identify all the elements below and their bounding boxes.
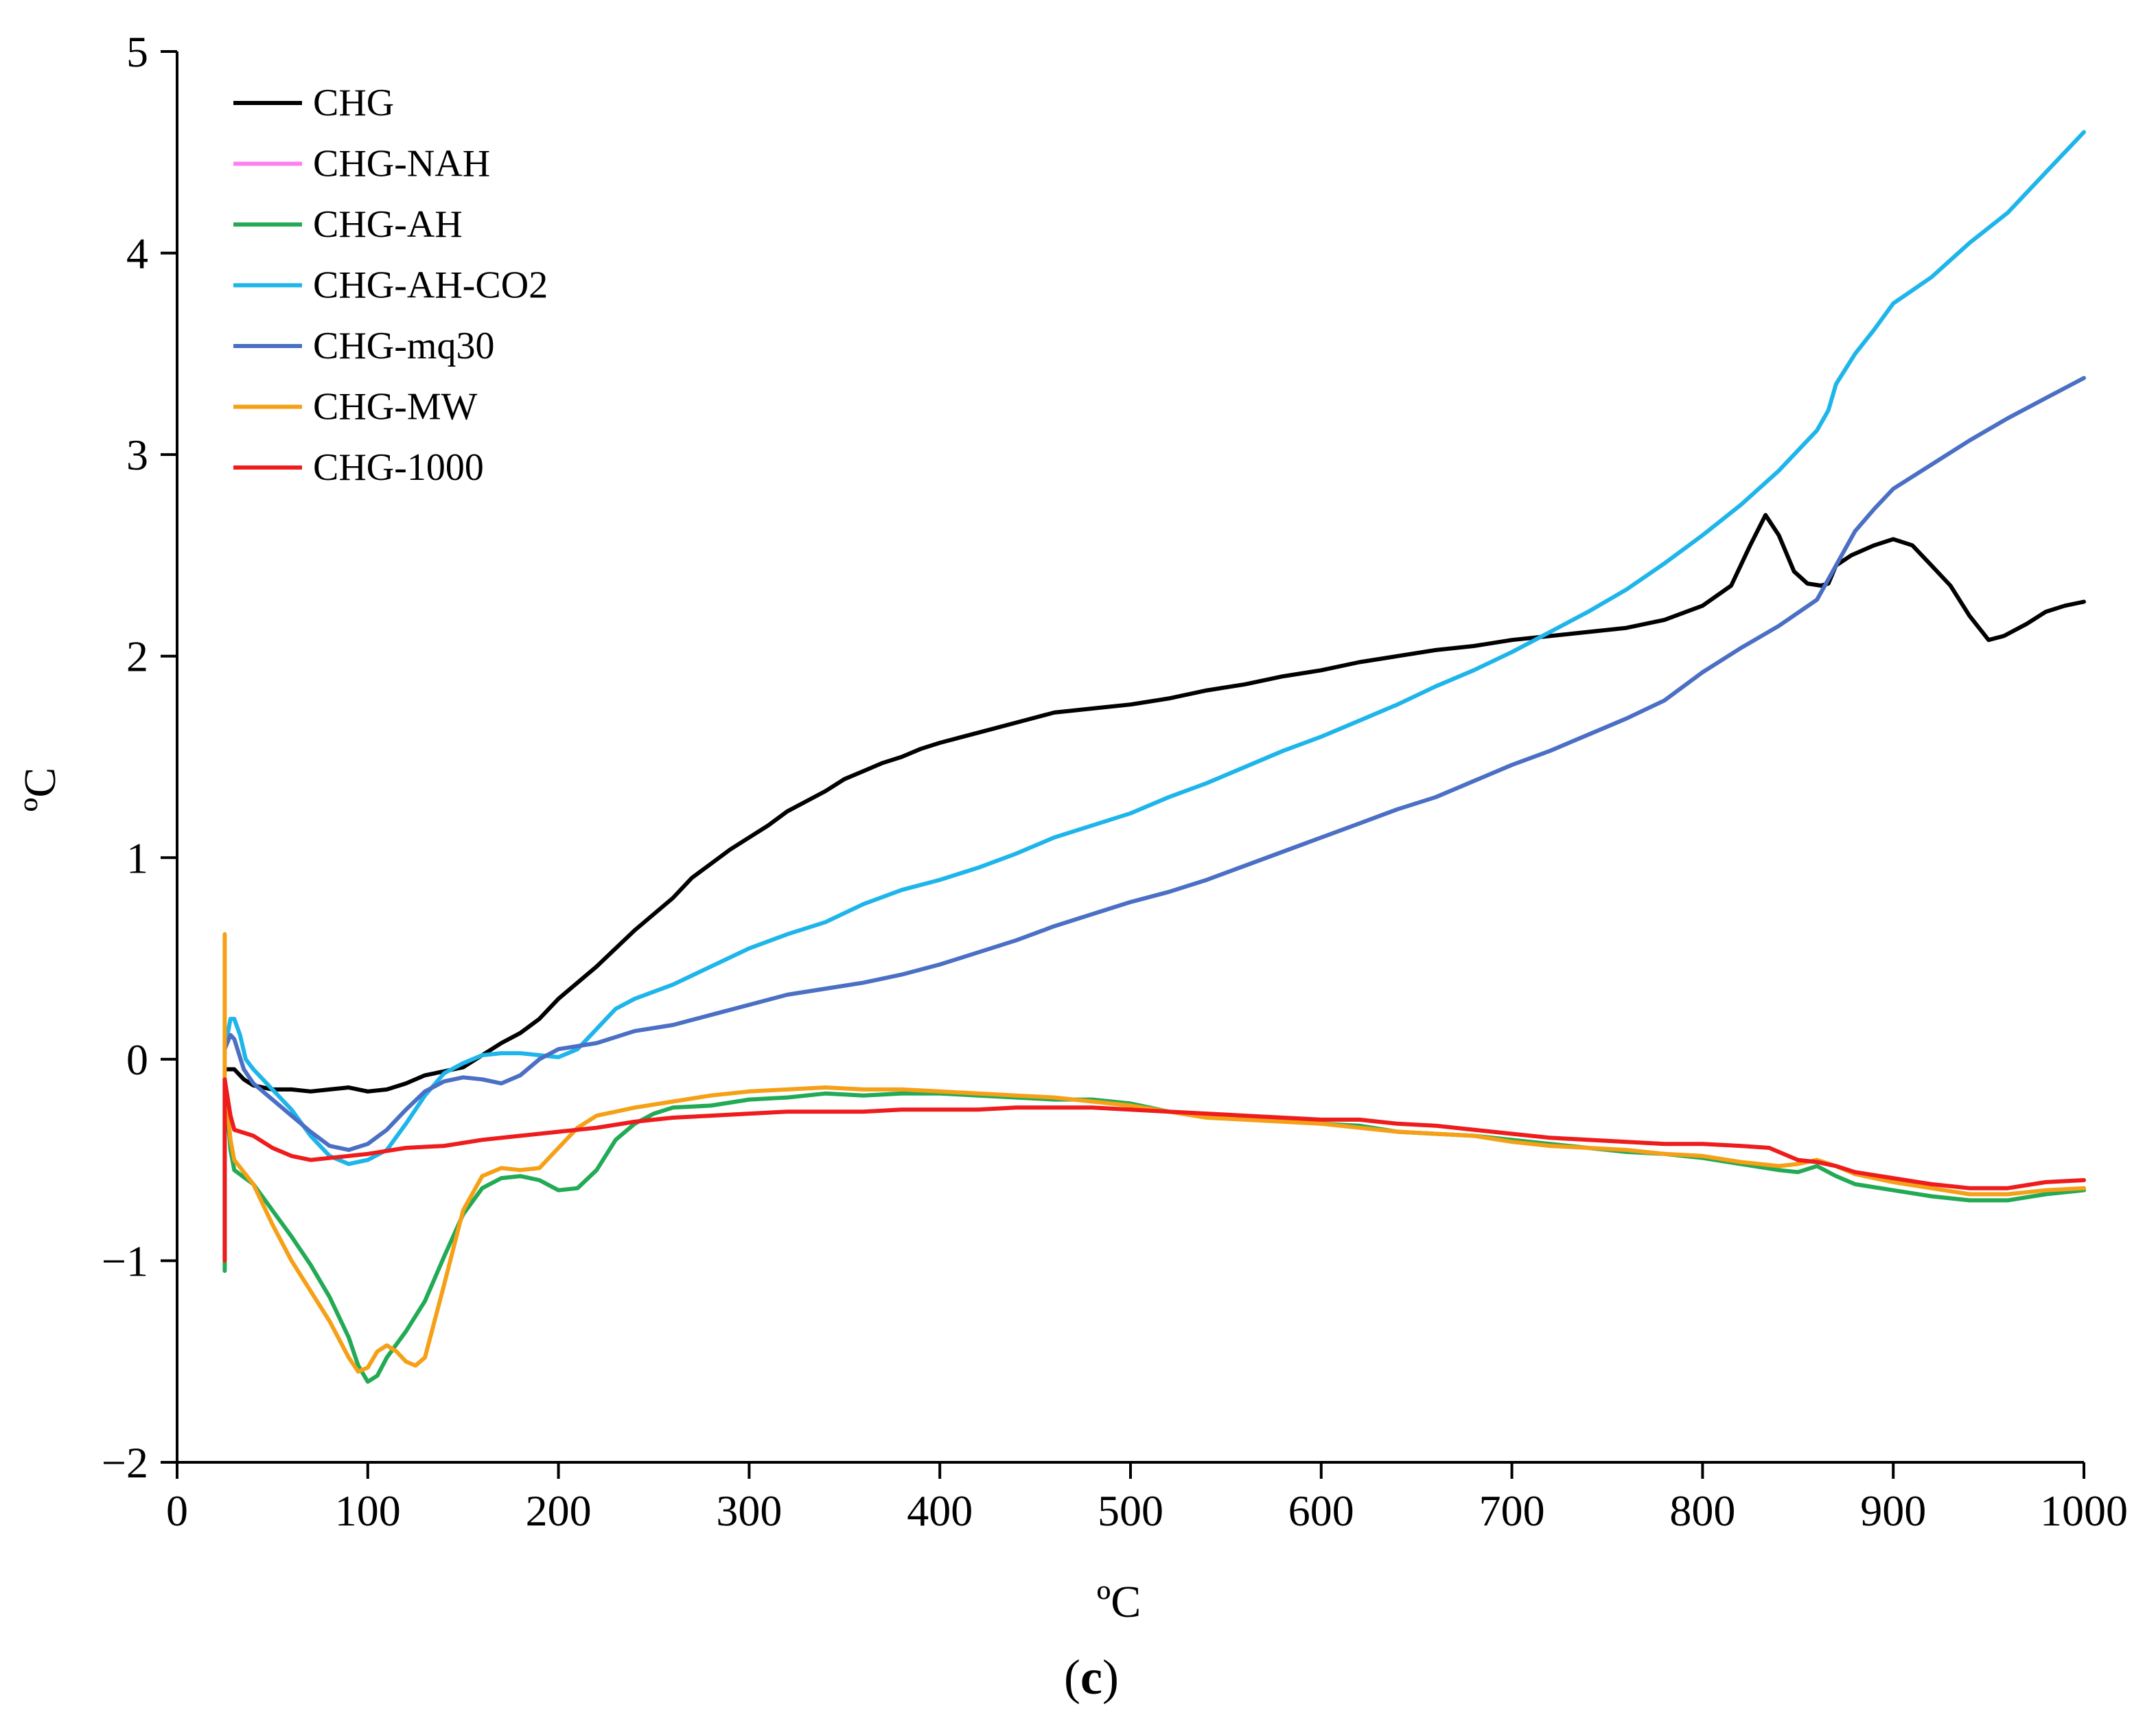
legend-label: CHG-MW	[313, 386, 478, 428]
legend-label: CHG-1000	[313, 446, 484, 489]
legend-label: CHG-AH-CO2	[313, 264, 548, 307]
legend-item-chg: CHG	[233, 82, 394, 124]
panel-label-close: )	[1102, 1650, 1119, 1705]
legend-label: CHG-AH	[313, 203, 463, 246]
y-axis-ticks: −2 −1 0 1 2 3 4 5	[102, 27, 177, 1487]
panel-label: (c)	[1064, 1650, 1119, 1705]
plot-area	[222, 130, 2086, 1384]
panel-label-open: (	[1064, 1650, 1080, 1705]
series-line-chg-mw	[222, 932, 2086, 1374]
legend-item-chg-mw: CHG-MW	[233, 386, 478, 428]
x-tick-label: 600	[1288, 1486, 1354, 1535]
x-axis-title: ºC	[1097, 1577, 1141, 1627]
series-line-chg-ah-co2	[222, 130, 2086, 1166]
series-line-chg-1000	[222, 1077, 2086, 1263]
y-tick-label: 0	[126, 1035, 148, 1084]
x-tick-label: 700	[1479, 1486, 1545, 1535]
x-tick-label: 200	[526, 1486, 592, 1535]
legend-label: CHG-NAH	[313, 143, 490, 185]
x-axis-ticks: 0 100 200 300 400 500 600 700 800 900 1000	[166, 1462, 2128, 1535]
legend-item-chg-1000: CHG-1000	[233, 446, 484, 489]
legend-item-chg-ah: CHG-AH	[233, 203, 463, 246]
legend: CHG CHG-NAH CHG-AH CHG-AH-CO2 CHG-mq30 CHG-MW…	[233, 82, 548, 489]
x-tick-label: 900	[1860, 1486, 1926, 1535]
x-tick-label: 300	[716, 1486, 782, 1535]
x-tick-label: 800	[1669, 1486, 1735, 1535]
legend-label: CHG-mq30	[313, 325, 494, 367]
panel-label-letter: c	[1080, 1650, 1102, 1705]
y-tick-label: 1	[126, 833, 148, 882]
legend-item-chg-nah: CHG-NAH	[233, 143, 490, 185]
y-tick-label: 2	[126, 632, 148, 681]
x-tick-label: 500	[1098, 1486, 1163, 1535]
x-tick-label: 400	[907, 1486, 973, 1535]
series-line-chg-mq30	[222, 376, 2086, 1152]
legend-item-chg-ah-co2: CHG-AH-CO2	[233, 264, 548, 307]
series-layer	[222, 130, 2086, 1384]
y-axis-title: ºC	[15, 768, 65, 812]
y-tick-label: 3	[126, 430, 148, 479]
y-tick-label: 5	[126, 27, 148, 76]
legend-item-chg-mq30: CHG-mq30	[233, 325, 494, 367]
x-tick-label: 1000	[2040, 1486, 2128, 1535]
y-tick-label: −1	[102, 1236, 148, 1285]
x-tick-label: 100	[335, 1486, 401, 1535]
y-tick-label: 4	[126, 229, 148, 278]
x-tick-label: 0	[166, 1486, 188, 1535]
legend-label: CHG	[313, 82, 394, 124]
y-tick-label: −2	[102, 1438, 148, 1487]
